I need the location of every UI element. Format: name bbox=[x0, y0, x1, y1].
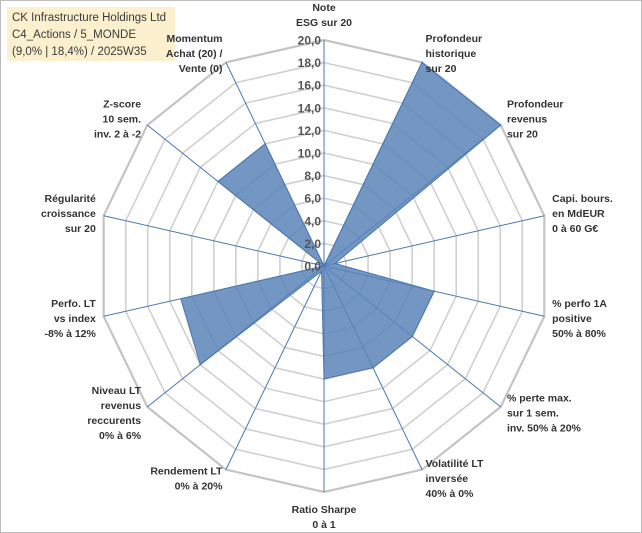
data-point bbox=[372, 367, 374, 369]
data-point bbox=[217, 180, 219, 183]
axis-line bbox=[225, 265, 325, 470]
axis-label: Momentum Achat (20) / Vente (0) bbox=[166, 33, 223, 75]
data-point bbox=[323, 378, 325, 380]
data-point bbox=[421, 61, 423, 64]
axis-label: Z-score 10 sem. inv. 2 à -2 bbox=[94, 98, 141, 140]
axis-label: Note ESG sur 20 bbox=[296, 2, 352, 29]
data-point bbox=[499, 124, 502, 126]
axis-label: Niveau LT revenus reccurents 0% à 6% bbox=[87, 385, 141, 442]
axis-line bbox=[323, 215, 545, 267]
radar-axis-labels: Note ESG sur 20 Profondeur historique sur 20… bbox=[41, 2, 613, 531]
chart-title-line-1: CK Infrastructure Holdings Ltd bbox=[12, 12, 167, 24]
chart-title-box: CK Infrastructure Holdings Ltd C4_Action… bbox=[7, 7, 175, 61]
chart-title-line-2: C4_Actions / 5_MONDE bbox=[12, 29, 136, 41]
axis-label: % perte max. sur 1 sem. inv. 50% à 20% bbox=[507, 393, 582, 435]
tick-label: 18,0 bbox=[298, 56, 322, 70]
data-point bbox=[320, 270, 323, 272]
tick-label: 2,0 bbox=[304, 237, 321, 251]
data-point bbox=[433, 290, 435, 292]
series-area bbox=[180, 61, 502, 380]
axis-label: Perfo. LT vs index -8% à 12% bbox=[44, 298, 96, 340]
data-point bbox=[199, 363, 202, 366]
tick-label: 14,0 bbox=[298, 101, 322, 115]
axis-line bbox=[103, 215, 325, 267]
axis-label: Capi. bours. en MdEUR 0 à 60 G€ bbox=[552, 193, 613, 235]
tick-label: 10,0 bbox=[298, 147, 322, 161]
axis-label: Profondeur historique sur 20 bbox=[426, 33, 483, 75]
chart-title-line-3: (9,0% | 18,4%) / 2025W35 bbox=[12, 46, 147, 58]
axis-label: Ratio Sharpe 0 à 1 bbox=[292, 504, 357, 531]
axis-label: Profondeur revenus sur 20 bbox=[507, 98, 564, 140]
axis-label: Rendement LT 0% à 20% bbox=[150, 466, 223, 493]
tick-label: 0,0 bbox=[304, 260, 321, 274]
tick-label: 6,0 bbox=[304, 192, 321, 206]
data-point bbox=[411, 335, 414, 338]
axis-label: % perfo 1A positive 50% à 80% bbox=[552, 298, 607, 340]
tick-label: 12,0 bbox=[298, 124, 322, 138]
data-point bbox=[179, 297, 182, 300]
data-point bbox=[334, 262, 336, 265]
radar-series bbox=[179, 61, 502, 380]
tick-label: 16,0 bbox=[298, 79, 322, 93]
data-point bbox=[264, 143, 266, 145]
radar-tick-labels: 0,0 2,0 4,0 6,0 8,0 10,0 12,0 14,0 16,0 18,0 20,0 bbox=[298, 34, 322, 274]
axis-label: Volatilité LT inversée 40% à 0% bbox=[426, 458, 485, 500]
tick-label: 4,0 bbox=[304, 214, 321, 228]
data-point bbox=[323, 265, 325, 267]
tick-label: 20,0 bbox=[298, 34, 322, 48]
axis-label: Régularité croissance sur 20 bbox=[41, 193, 96, 235]
tick-label: 8,0 bbox=[304, 169, 321, 183]
